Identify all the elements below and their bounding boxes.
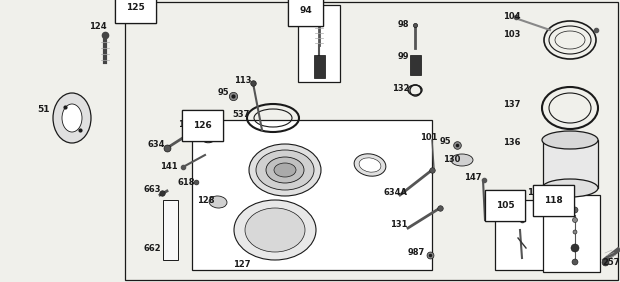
Circle shape	[572, 259, 578, 265]
Text: eReplacementParts.com: eReplacementParts.com	[310, 143, 430, 153]
Bar	[125, 2, 618, 280]
Circle shape	[571, 244, 579, 252]
Text: 618: 618	[178, 178, 195, 187]
Text: 105: 105	[496, 201, 515, 210]
Text: 118: 118	[544, 196, 563, 205]
Text: 125: 125	[126, 3, 144, 12]
Circle shape	[572, 217, 577, 222]
Text: 94: 94	[299, 6, 312, 15]
Ellipse shape	[209, 196, 227, 208]
Text: 131: 131	[390, 220, 407, 229]
Bar	[314, 55, 325, 78]
Text: 95: 95	[218, 88, 229, 97]
Text: 118: 118	[544, 196, 563, 205]
Text: 141: 141	[160, 162, 177, 171]
Text: 99: 99	[398, 52, 409, 61]
Ellipse shape	[542, 131, 598, 149]
Text: 127: 127	[233, 260, 250, 269]
Text: 138: 138	[527, 188, 544, 197]
Text: 537: 537	[232, 110, 249, 119]
Text: 95: 95	[440, 137, 451, 146]
Text: 98: 98	[398, 20, 409, 29]
Text: 634A: 634A	[383, 188, 407, 197]
Ellipse shape	[53, 93, 91, 143]
Ellipse shape	[62, 104, 82, 132]
Bar	[192, 120, 432, 270]
Text: 105: 105	[496, 201, 515, 210]
Bar	[495, 200, 545, 270]
Text: 108: 108	[178, 120, 195, 129]
Bar	[543, 195, 600, 272]
Text: 51: 51	[37, 105, 50, 114]
Bar	[298, 5, 340, 82]
Text: 132: 132	[392, 84, 409, 93]
Ellipse shape	[234, 200, 316, 260]
Ellipse shape	[198, 113, 221, 143]
Ellipse shape	[245, 208, 305, 252]
Ellipse shape	[359, 158, 381, 172]
Circle shape	[572, 207, 578, 213]
Bar	[543, 140, 598, 188]
Text: 147: 147	[464, 173, 482, 182]
Bar	[410, 55, 421, 75]
Ellipse shape	[274, 163, 296, 177]
Text: 103: 103	[503, 30, 520, 39]
Text: 257: 257	[602, 258, 619, 267]
Text: 126: 126	[193, 121, 212, 130]
Text: 126: 126	[193, 121, 212, 130]
Text: 104: 104	[503, 12, 521, 21]
Text: 124: 124	[89, 22, 107, 31]
Circle shape	[573, 230, 577, 234]
Text: 128: 128	[197, 196, 215, 205]
Text: 662: 662	[143, 244, 161, 253]
Ellipse shape	[266, 157, 304, 183]
Text: 136: 136	[503, 138, 521, 147]
Text: 113: 113	[234, 76, 252, 85]
Bar	[163, 200, 178, 260]
Text: 634: 634	[148, 140, 166, 149]
Ellipse shape	[249, 144, 321, 196]
Text: 125: 125	[126, 3, 144, 12]
Text: 137: 137	[503, 100, 520, 109]
Text: 94: 94	[299, 6, 312, 15]
Ellipse shape	[256, 150, 314, 190]
Text: 101: 101	[420, 133, 438, 142]
Ellipse shape	[451, 154, 473, 166]
Text: 130: 130	[443, 155, 461, 164]
Text: 663: 663	[143, 185, 161, 194]
Ellipse shape	[542, 179, 598, 197]
Ellipse shape	[354, 154, 386, 176]
Text: 987: 987	[408, 248, 425, 257]
